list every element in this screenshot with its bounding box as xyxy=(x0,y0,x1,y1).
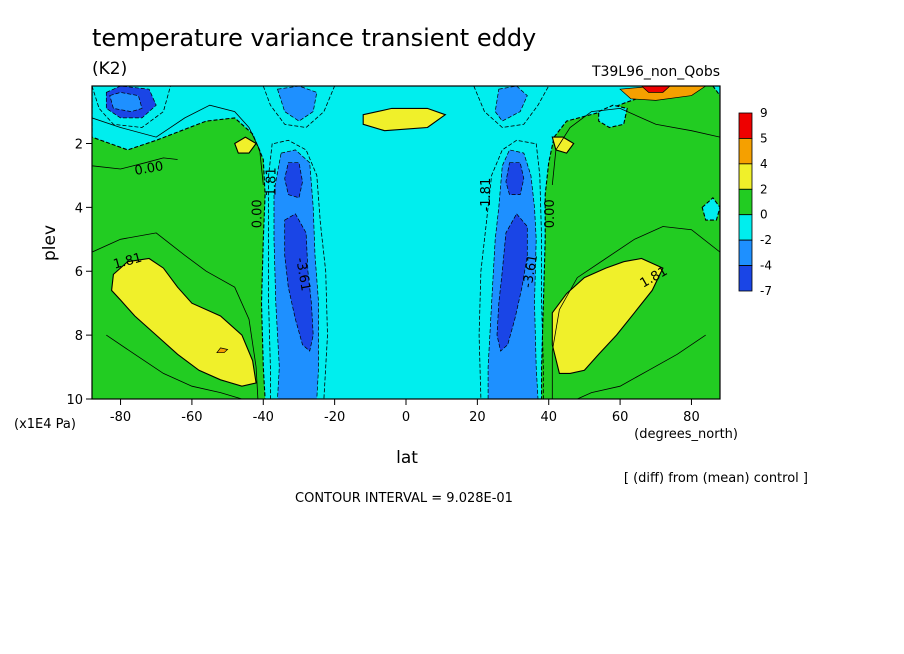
run-label: T39L96_non_Qobs xyxy=(591,64,720,80)
contour-region-below-m4 xyxy=(505,162,525,195)
colorbar-swatch xyxy=(738,239,753,266)
y-tick-label: 8 xyxy=(75,329,83,344)
x-tick-label: 0 xyxy=(402,410,410,425)
contour-line xyxy=(478,139,535,399)
contour-region-p4-to-p5 xyxy=(619,86,707,101)
contour-region-zero-to-m2 xyxy=(598,104,628,129)
chart-subtitle: (K2) xyxy=(92,59,127,79)
contour-label: 0.00 xyxy=(250,199,265,228)
contour-interval-text: CONTOUR INTERVAL = 9.028E-01 xyxy=(295,491,513,506)
colorbar-swatch xyxy=(738,163,753,190)
y-axis-units: (x1E4 Pa) xyxy=(14,417,76,432)
contour-region-zero-to-m2 xyxy=(701,196,720,221)
contour-region-zero-to-m2 xyxy=(712,86,720,97)
x-tick-label: -60 xyxy=(181,410,202,425)
x-tick-label: 40 xyxy=(540,410,557,425)
x-axis-label: lat xyxy=(396,448,418,468)
contour-line xyxy=(273,139,328,399)
x-tick-label: -20 xyxy=(324,410,345,425)
y-tick-label: 10 xyxy=(66,393,83,408)
contour-label: 1.81 xyxy=(265,167,280,196)
contour-lines xyxy=(92,86,720,399)
x-tick-label: 20 xyxy=(469,410,486,425)
contour-label: 0.00 xyxy=(134,159,165,179)
x-tick-label: 80 xyxy=(683,410,700,425)
contour-label: -3.61 xyxy=(292,257,313,293)
colorbar-swatch xyxy=(738,214,753,241)
diff-note: [ (diff) from (mean) control ] xyxy=(624,471,808,486)
colorbar-label: 9 xyxy=(760,106,768,120)
contour-region-below-m4 xyxy=(496,213,528,352)
contour-region-p2-to-p4 xyxy=(234,136,257,154)
y-tick-label: 6 xyxy=(75,265,83,280)
contour-region-p2-to-p4 xyxy=(551,257,664,374)
contour-region-p2-to-p4 xyxy=(111,257,257,387)
contour-line xyxy=(92,86,171,128)
contour-region-m2-to-m4 xyxy=(109,92,143,112)
contour-region-m2-to-m4 xyxy=(277,86,318,122)
colorbar-label: 0 xyxy=(760,208,768,222)
y-tick-label: 4 xyxy=(75,201,83,216)
contour-region-below-m4 xyxy=(284,213,314,352)
contour-line xyxy=(262,86,335,128)
colorbar-swatch xyxy=(738,188,753,216)
x-axis-units: (degrees_north) xyxy=(634,427,738,442)
contour-label: -3.61 xyxy=(521,253,542,289)
contour-line xyxy=(551,107,720,186)
plot-area: 0.000.001.81-3.611.81-1.810.00-3.61 1.81 xyxy=(92,86,720,399)
x-tick-label: 60 xyxy=(612,410,629,425)
contour-region-above-p5 xyxy=(640,86,671,93)
colorbar-label: -2 xyxy=(760,233,772,247)
contour-line xyxy=(92,157,178,170)
contour-region-p2-to-p4 xyxy=(551,136,575,154)
colorbar-label: -4 xyxy=(760,259,772,273)
contour-line xyxy=(577,334,706,399)
y-axis-label: plev xyxy=(40,225,60,261)
x-tick-label: -80 xyxy=(110,410,131,425)
contour-region-m2-to-m4 xyxy=(494,86,528,122)
x-axis-ticks: -80 -60 -40 -20 0 20 40 60 80 xyxy=(110,399,700,425)
y-axis-ticks: 2 4 6 8 10 xyxy=(66,137,92,408)
contour-line xyxy=(473,86,550,128)
colorbar-label: -7 xyxy=(760,284,772,298)
contour-line xyxy=(535,143,544,399)
colorbar-swatch xyxy=(738,112,753,139)
colorbar: 9 5 4 2 0 -2 -4 -7 xyxy=(738,106,772,298)
contour-label: 1.81 xyxy=(112,251,144,273)
y-tick-label: 2 xyxy=(75,137,83,152)
contour-region-p4-to-p5 xyxy=(216,347,229,354)
contour-region-below-m4 xyxy=(284,162,303,199)
colorbar-label: 5 xyxy=(760,131,768,145)
contour-line xyxy=(92,104,264,186)
x-tick-label: -40 xyxy=(253,410,274,425)
chart-title: temperature variance transient eddy xyxy=(92,24,536,52)
contour-line xyxy=(106,334,243,399)
contour-label: 0.00 xyxy=(543,199,558,228)
contour-line xyxy=(268,143,273,399)
colorbar-label: 2 xyxy=(760,182,768,196)
contour-line xyxy=(551,226,720,399)
contour-line xyxy=(92,232,259,399)
colorbar-swatch xyxy=(738,138,753,165)
filled-contour-regions xyxy=(92,86,720,399)
contour-label: -1.81 xyxy=(479,178,494,212)
contour-region-p2-to-p4 xyxy=(362,107,447,132)
colorbar-swatch xyxy=(738,265,753,292)
colorbar-label: 4 xyxy=(760,157,768,171)
